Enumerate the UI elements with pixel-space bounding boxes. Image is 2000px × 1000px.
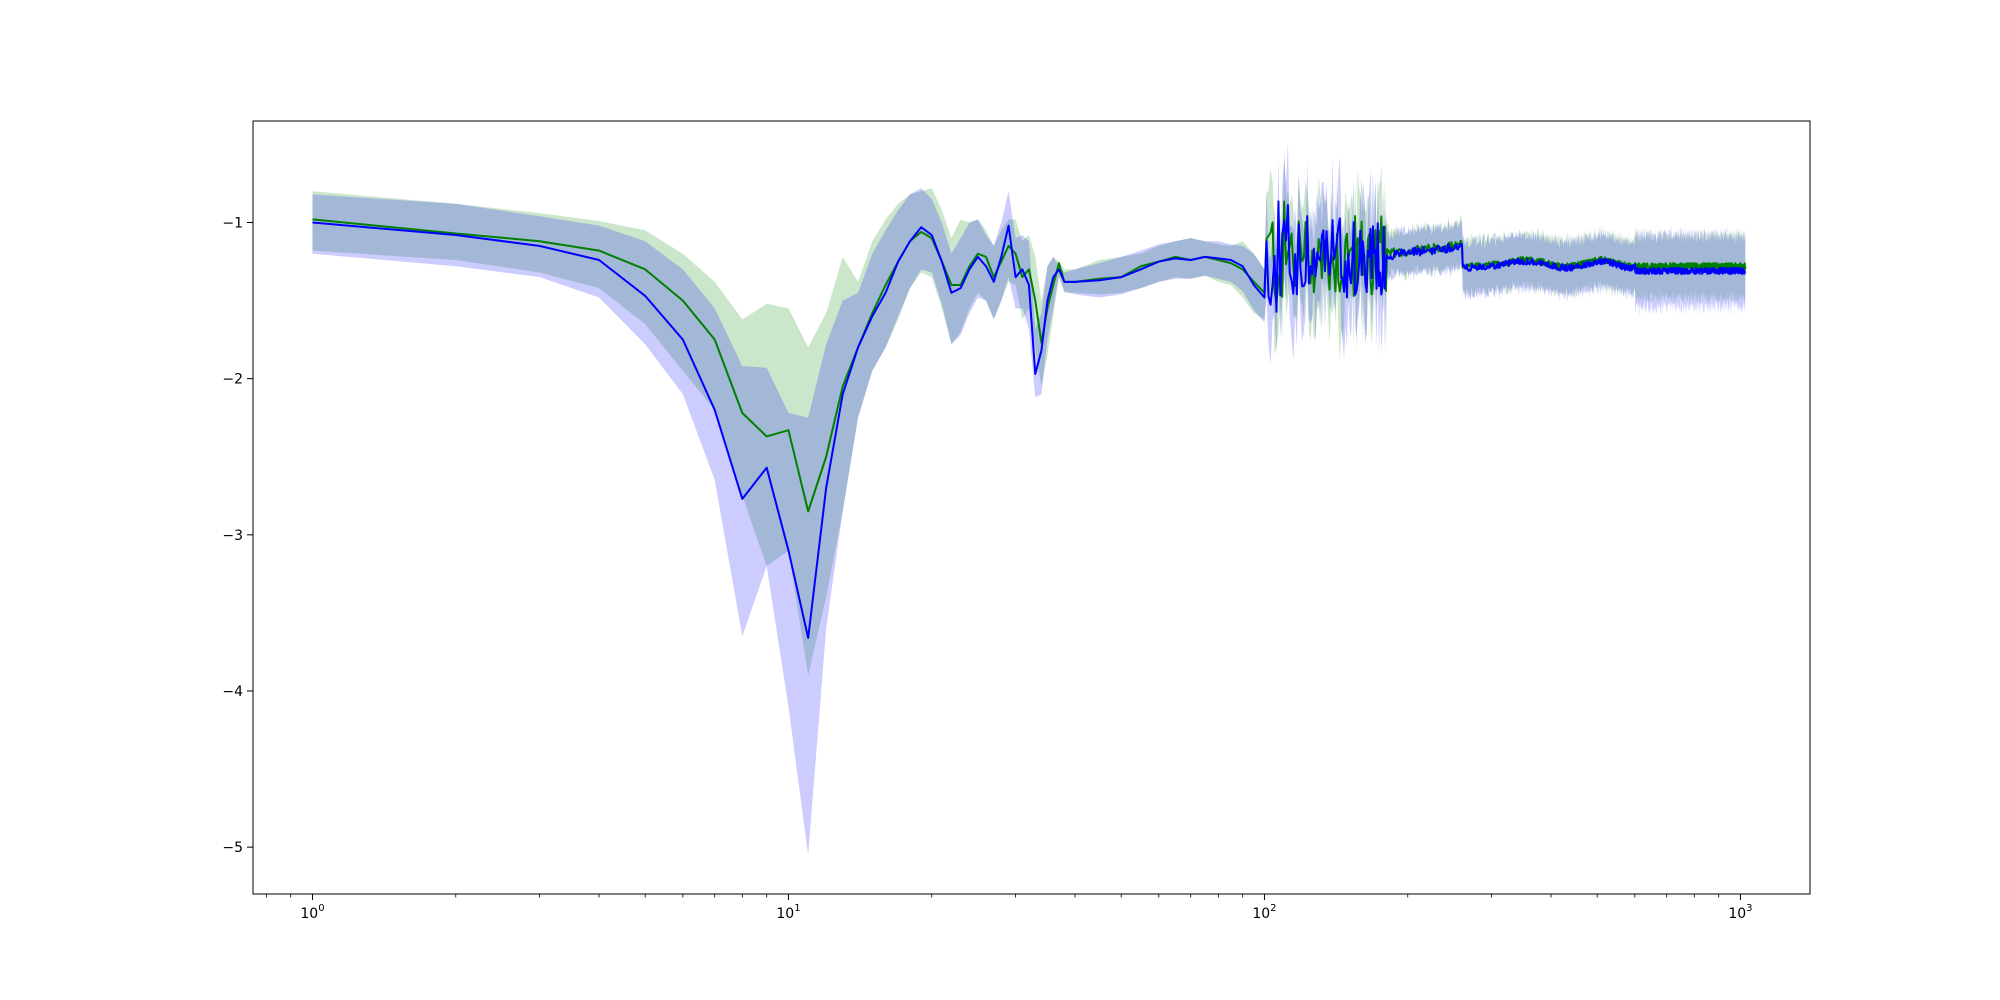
confidence-bands bbox=[312, 142, 1746, 855]
x-tick-base: 10 bbox=[300, 906, 318, 922]
y-tick-label: −2 bbox=[222, 372, 243, 388]
x-tick-label: 100 bbox=[300, 903, 324, 922]
series-2-line bbox=[312, 200, 1747, 639]
x-tick-base: 10 bbox=[1728, 906, 1746, 922]
x-tick-label: 103 bbox=[1728, 903, 1752, 922]
x-tick-base: 10 bbox=[776, 906, 794, 922]
x-axis: 100 101 102 103 bbox=[265, 894, 1753, 922]
x-tick-base: 10 bbox=[1252, 906, 1270, 922]
y-tick-label: −4 bbox=[222, 684, 243, 700]
series-lines bbox=[312, 200, 1747, 639]
y-tick-label: −5 bbox=[222, 840, 243, 856]
x-tick-exponent: 1 bbox=[794, 903, 800, 914]
y-tick-label: −1 bbox=[222, 216, 243, 232]
x-tick-exponent: 3 bbox=[1746, 903, 1752, 914]
x-tick-exponent: 2 bbox=[1270, 903, 1276, 914]
series-2-band bbox=[312, 142, 1746, 855]
x-tick-exponent: 0 bbox=[318, 903, 324, 914]
x-tick-label: 102 bbox=[1252, 903, 1276, 922]
series-1-band bbox=[312, 149, 1746, 676]
y-tick-label: −3 bbox=[222, 528, 243, 544]
y-axis: −1 −2 −3 −4 −5 bbox=[222, 216, 253, 856]
x-tick-label: 101 bbox=[776, 903, 800, 922]
plot-frame bbox=[252, 120, 1811, 895]
